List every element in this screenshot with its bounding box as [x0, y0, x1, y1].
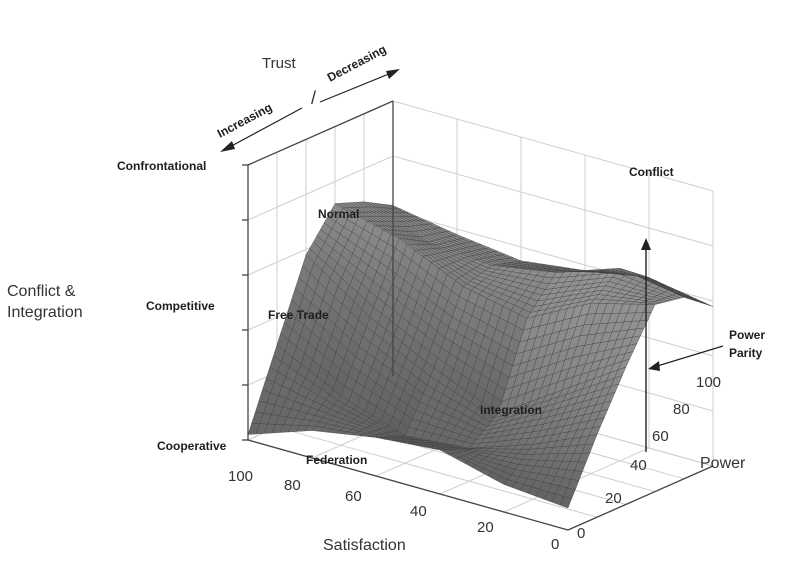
z-level-competitive: Competitive [146, 299, 215, 313]
y-axis-label: Power [700, 455, 746, 472]
y-tick-80: 80 [673, 401, 690, 418]
trust-decreasing-arrow [319, 69, 400, 103]
y-tick-0: 0 [577, 525, 585, 542]
y-tick-20: 20 [605, 490, 622, 507]
power-parity-line [641, 238, 651, 452]
x-tick-100: 100 [228, 468, 253, 485]
annotation-normal: Normal [318, 207, 359, 221]
trust-increasing-arrow [220, 107, 303, 152]
trust-increasing-label: Increasing [215, 100, 275, 141]
z-axis-label-line-2: Integration [7, 304, 83, 321]
trust-divider: / [311, 88, 316, 108]
power-parity-arrow [648, 345, 724, 371]
x-tick-60: 60 [345, 488, 362, 505]
y-tick-100: 100 [696, 374, 721, 391]
x-axis-line [247, 439, 569, 531]
floor-line-power-1 [276, 426, 598, 518]
z-level-cooperative: Cooperative [157, 439, 227, 453]
z-axis-label: Conflict & Integration [7, 283, 83, 321]
surface-cell [389, 204, 402, 210]
power-parity-line-2: Parity [729, 346, 763, 360]
top-back-edge [247, 100, 394, 166]
axis-lines [242, 100, 714, 531]
y-axis-line [567, 465, 714, 531]
annotation-free-trade: Free Trade [268, 308, 329, 322]
annotation-conflict: Conflict [629, 165, 674, 179]
surface-mesh [247, 201, 714, 509]
x-tick-20: 20 [477, 519, 494, 536]
x-axis-label: Satisfaction [323, 537, 406, 554]
y-tick-60: 60 [652, 428, 669, 445]
power-parity-line-1: Power [729, 328, 765, 342]
y-tick-40: 40 [630, 457, 647, 474]
annotation-federation: Federation [306, 453, 367, 467]
z-level-confrontational: Confrontational [117, 159, 206, 173]
x-tick-80: 80 [284, 477, 301, 494]
annotation-integration: Integration [480, 403, 542, 417]
z-axis-label-line-1: Conflict & [7, 283, 76, 300]
trust-title: Trust [262, 55, 296, 72]
power-parity-label: Power Parity [729, 328, 768, 360]
x-tick-0: 0 [551, 536, 559, 553]
x-tick-40: 40 [410, 503, 427, 520]
